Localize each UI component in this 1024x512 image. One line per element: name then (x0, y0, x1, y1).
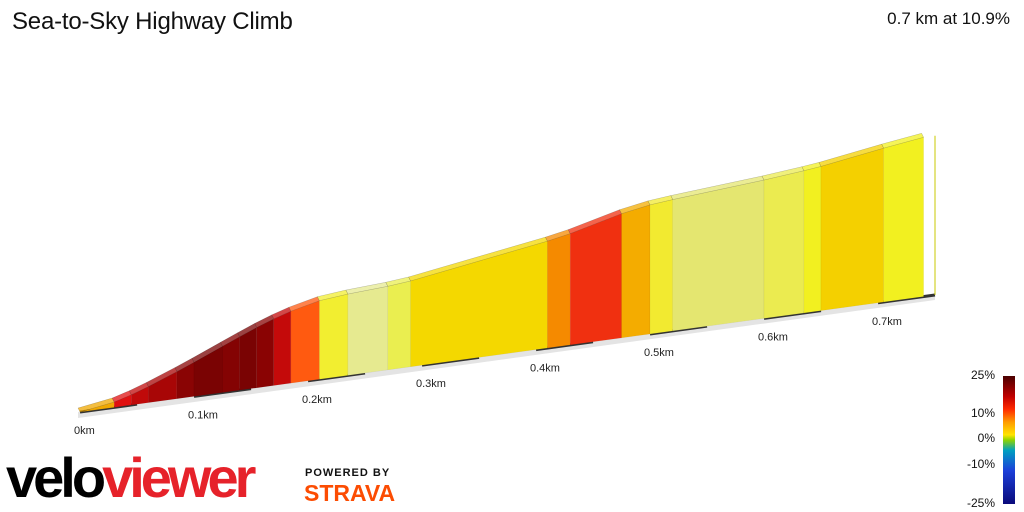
logo-viewer: viewer (102, 446, 256, 509)
profile-segment-11 (319, 293, 349, 380)
distance-tick-label: 0.6km (758, 331, 788, 343)
profile-segment-7 (239, 327, 257, 391)
profile-segment-16 (569, 213, 622, 346)
legend-label-neg10: -10% (966, 457, 995, 471)
distance-tick-label: 0.4km (530, 363, 560, 375)
profile-segment-19 (672, 179, 765, 332)
profile-segment-15 (547, 233, 571, 349)
strava-logo[interactable]: STRAVA (304, 480, 396, 506)
profile-segment-9 (273, 310, 292, 386)
profile-segment-17 (621, 204, 651, 339)
distance-tick-label: 0km (74, 425, 95, 437)
logo-velo: velo (6, 446, 106, 509)
legend-label-25: 25% (970, 368, 995, 382)
page-title: Sea-to-Sky Highway Climb (12, 8, 293, 35)
legend-label-10: 10% (970, 406, 995, 420)
profile-segment-top-23 (881, 132, 924, 149)
profile-segment-20 (763, 170, 805, 319)
climb-summary: 0.7 km at 10.9% (887, 9, 1010, 28)
profile-segment-23 (883, 136, 924, 303)
profile-ground-band (877, 293, 936, 305)
profile-segment-12 (347, 285, 389, 376)
profile-segment-8 (256, 318, 275, 389)
profile-ground-strip (78, 295, 935, 418)
distance-tick-label: 0.3km (416, 378, 446, 390)
elevation-profile-chart: 0km 0.1km 0.2km 0.3km 0.4km 0.5km 0.6km 0.7km (74, 132, 936, 437)
powered-by-label: POWERED BY (305, 467, 391, 479)
distance-tick-label: 0.7km (872, 316, 902, 328)
distance-tick-label: 0.5km (644, 347, 674, 359)
distance-tick-label: 0.1km (188, 409, 218, 421)
distance-tick-label: 0.2km (302, 394, 332, 406)
profile-segment-22 (820, 147, 884, 311)
legend-label-0: 0% (977, 431, 995, 445)
gradient-legend-bar (1003, 376, 1015, 504)
profile-segment-10 (290, 300, 320, 384)
profile-segment-21 (803, 166, 822, 314)
profile-segment-18 (649, 199, 674, 335)
veloviewer-logo[interactable]: veloviewer (6, 446, 256, 509)
legend-label-neg25: -25% (966, 496, 995, 510)
profile-segment-13 (387, 280, 411, 371)
